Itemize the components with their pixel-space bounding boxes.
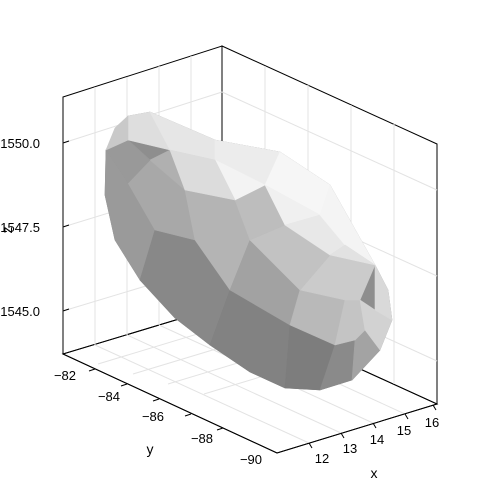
surface xyxy=(104,111,393,391)
x-tick-label: 12 xyxy=(315,451,329,466)
y-tick-label: −82 xyxy=(54,368,76,383)
x-axis: 12 13 14 15 16 x xyxy=(308,404,439,481)
y-tick-label: −84 xyxy=(98,389,120,404)
z-axis-label: z xyxy=(0,227,15,234)
x-tick-label: 15 xyxy=(397,423,411,438)
x-tick-label: 13 xyxy=(343,441,357,456)
front-edges xyxy=(62,353,438,454)
z-tick-label: 1547.5 xyxy=(0,220,40,235)
y-axis: −82 −84 −86 −88 −90 y xyxy=(54,368,262,467)
y-axis-label: y xyxy=(147,441,154,457)
z-tick-label: 1545.0 xyxy=(0,304,40,319)
z-tick-label: 1550.0 xyxy=(0,136,40,151)
y-tick-label: −90 xyxy=(240,452,262,467)
x-axis-label: x xyxy=(371,465,378,481)
y-tick-label: −86 xyxy=(142,409,164,424)
x-tick-label: 16 xyxy=(425,415,439,430)
z-axis: 1550.0 1547.5 1545.0 z xyxy=(0,136,70,319)
y-tick-label: −88 xyxy=(191,431,213,446)
x-tick-label: 14 xyxy=(370,432,384,447)
